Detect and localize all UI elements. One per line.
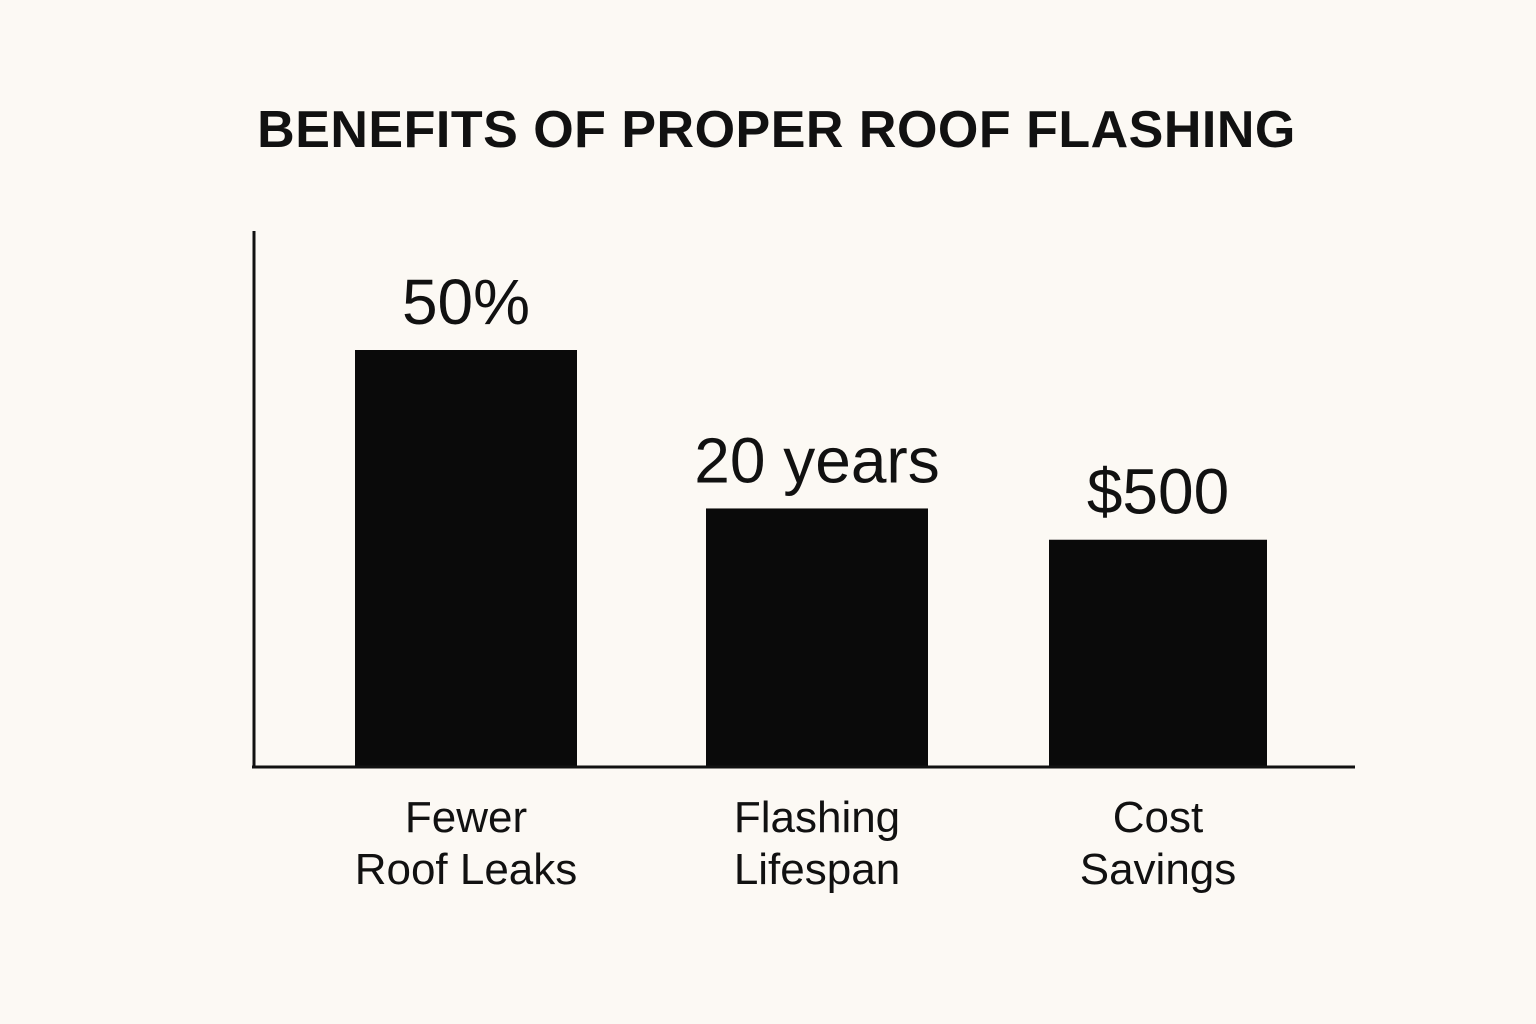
bar-1 <box>706 508 928 767</box>
category-label-2-line1: Cost <box>1113 793 1203 842</box>
bars-layer <box>355 350 1267 767</box>
category-label-0-line2: Roof Leaks <box>355 845 578 894</box>
bar-2 <box>1049 539 1267 767</box>
category-label-1-line1: Flashing <box>734 793 900 842</box>
data-label-1: 20 years <box>694 424 939 496</box>
category-label-1-line2: Lifespan <box>734 845 900 894</box>
category-label-2-line2: Savings <box>1080 845 1237 894</box>
data-label-0: 50% <box>402 266 530 338</box>
category-label-0-line1: Fewer <box>405 793 527 842</box>
bar-0 <box>355 350 577 767</box>
data-label-2: $500 <box>1087 456 1229 528</box>
axes-layer <box>252 231 1355 769</box>
chart-title: BENEFITS OF PROPER ROOF FLASHING <box>257 101 1296 159</box>
